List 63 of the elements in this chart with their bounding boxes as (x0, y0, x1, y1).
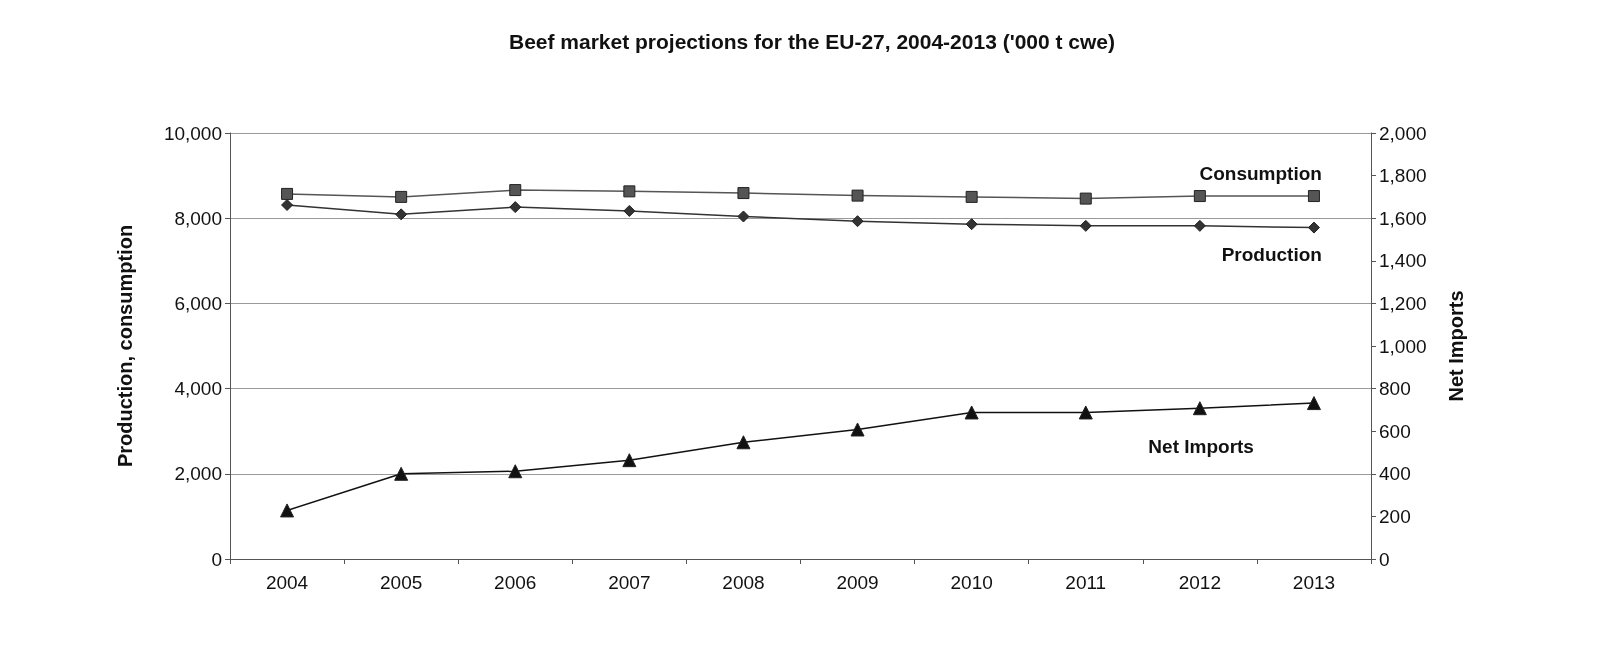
x-tick-label: 2013 (1292, 572, 1336, 593)
y-tick-label: 8,000 (174, 207, 222, 229)
point (1193, 219, 1206, 232)
y-tick-label: 2,000 (174, 463, 222, 485)
point (622, 453, 637, 468)
point (394, 466, 409, 481)
point (736, 435, 751, 450)
x-tick-label: 2004 (265, 572, 309, 593)
point (623, 185, 636, 198)
point (281, 187, 294, 200)
y2-tick-label: 800 (1379, 378, 1411, 400)
point (1079, 219, 1092, 232)
y2-tick-label: 1,800 (1379, 165, 1427, 187)
point (1192, 401, 1207, 416)
point (395, 208, 408, 221)
x-tick-label: 2012 (1178, 572, 1221, 593)
series-label: Net Imports (1148, 436, 1254, 458)
x-tick-label: 2010 (950, 572, 993, 593)
point (851, 215, 864, 228)
y2-tick-label: 2,000 (1379, 122, 1427, 144)
point (1193, 190, 1206, 203)
chart-title: Beef market projections for the EU-27, 2004-2013 ('000 t cwe) (508, 30, 1116, 53)
point (1307, 190, 1320, 203)
y-tick-label: 10,000 (163, 122, 222, 144)
point (281, 198, 294, 211)
point (623, 204, 636, 217)
series-label: Production (1221, 243, 1322, 265)
point (1306, 396, 1321, 411)
point (964, 405, 979, 420)
point (395, 190, 408, 203)
y2-tick-label: 400 (1379, 463, 1411, 485)
point (965, 190, 978, 203)
point (1079, 192, 1092, 205)
series-label: Consumption (1199, 163, 1322, 185)
point (850, 422, 865, 437)
y2-tick-label: 600 (1379, 420, 1411, 442)
point (1078, 405, 1093, 420)
y2-tick-label: 0 (1379, 548, 1390, 570)
y2-tick-label: 200 (1379, 505, 1411, 527)
point (508, 464, 523, 479)
point (509, 201, 522, 214)
x-tick-label: 2009 (836, 572, 879, 593)
x-tick-label: 2011 (1065, 572, 1107, 593)
y2-tick-label: 1,400 (1379, 250, 1427, 272)
x-tick-label: 2005 (380, 572, 423, 593)
y2-tick-label: 1,600 (1379, 207, 1427, 229)
point (965, 218, 978, 231)
point (851, 189, 864, 202)
y2-axis-title: Net Imports (1445, 290, 1467, 402)
y-axis-title: Production, consumption (114, 224, 136, 468)
y2-tick-label: 1,200 (1379, 292, 1427, 314)
point (737, 187, 750, 200)
x-tick-label: 2008 (722, 572, 765, 593)
x-tick-label: 2007 (608, 572, 651, 593)
point (280, 503, 295, 518)
y-tick-label: 6,000 (174, 292, 222, 314)
y-tick-label: 4,000 (174, 378, 222, 400)
point (1307, 221, 1320, 234)
y-tick-label: 0 (211, 548, 222, 570)
point (737, 210, 750, 223)
x-tick-label: 2006 (494, 572, 537, 593)
point (509, 184, 522, 197)
y2-tick-label: 1,000 (1379, 335, 1427, 357)
